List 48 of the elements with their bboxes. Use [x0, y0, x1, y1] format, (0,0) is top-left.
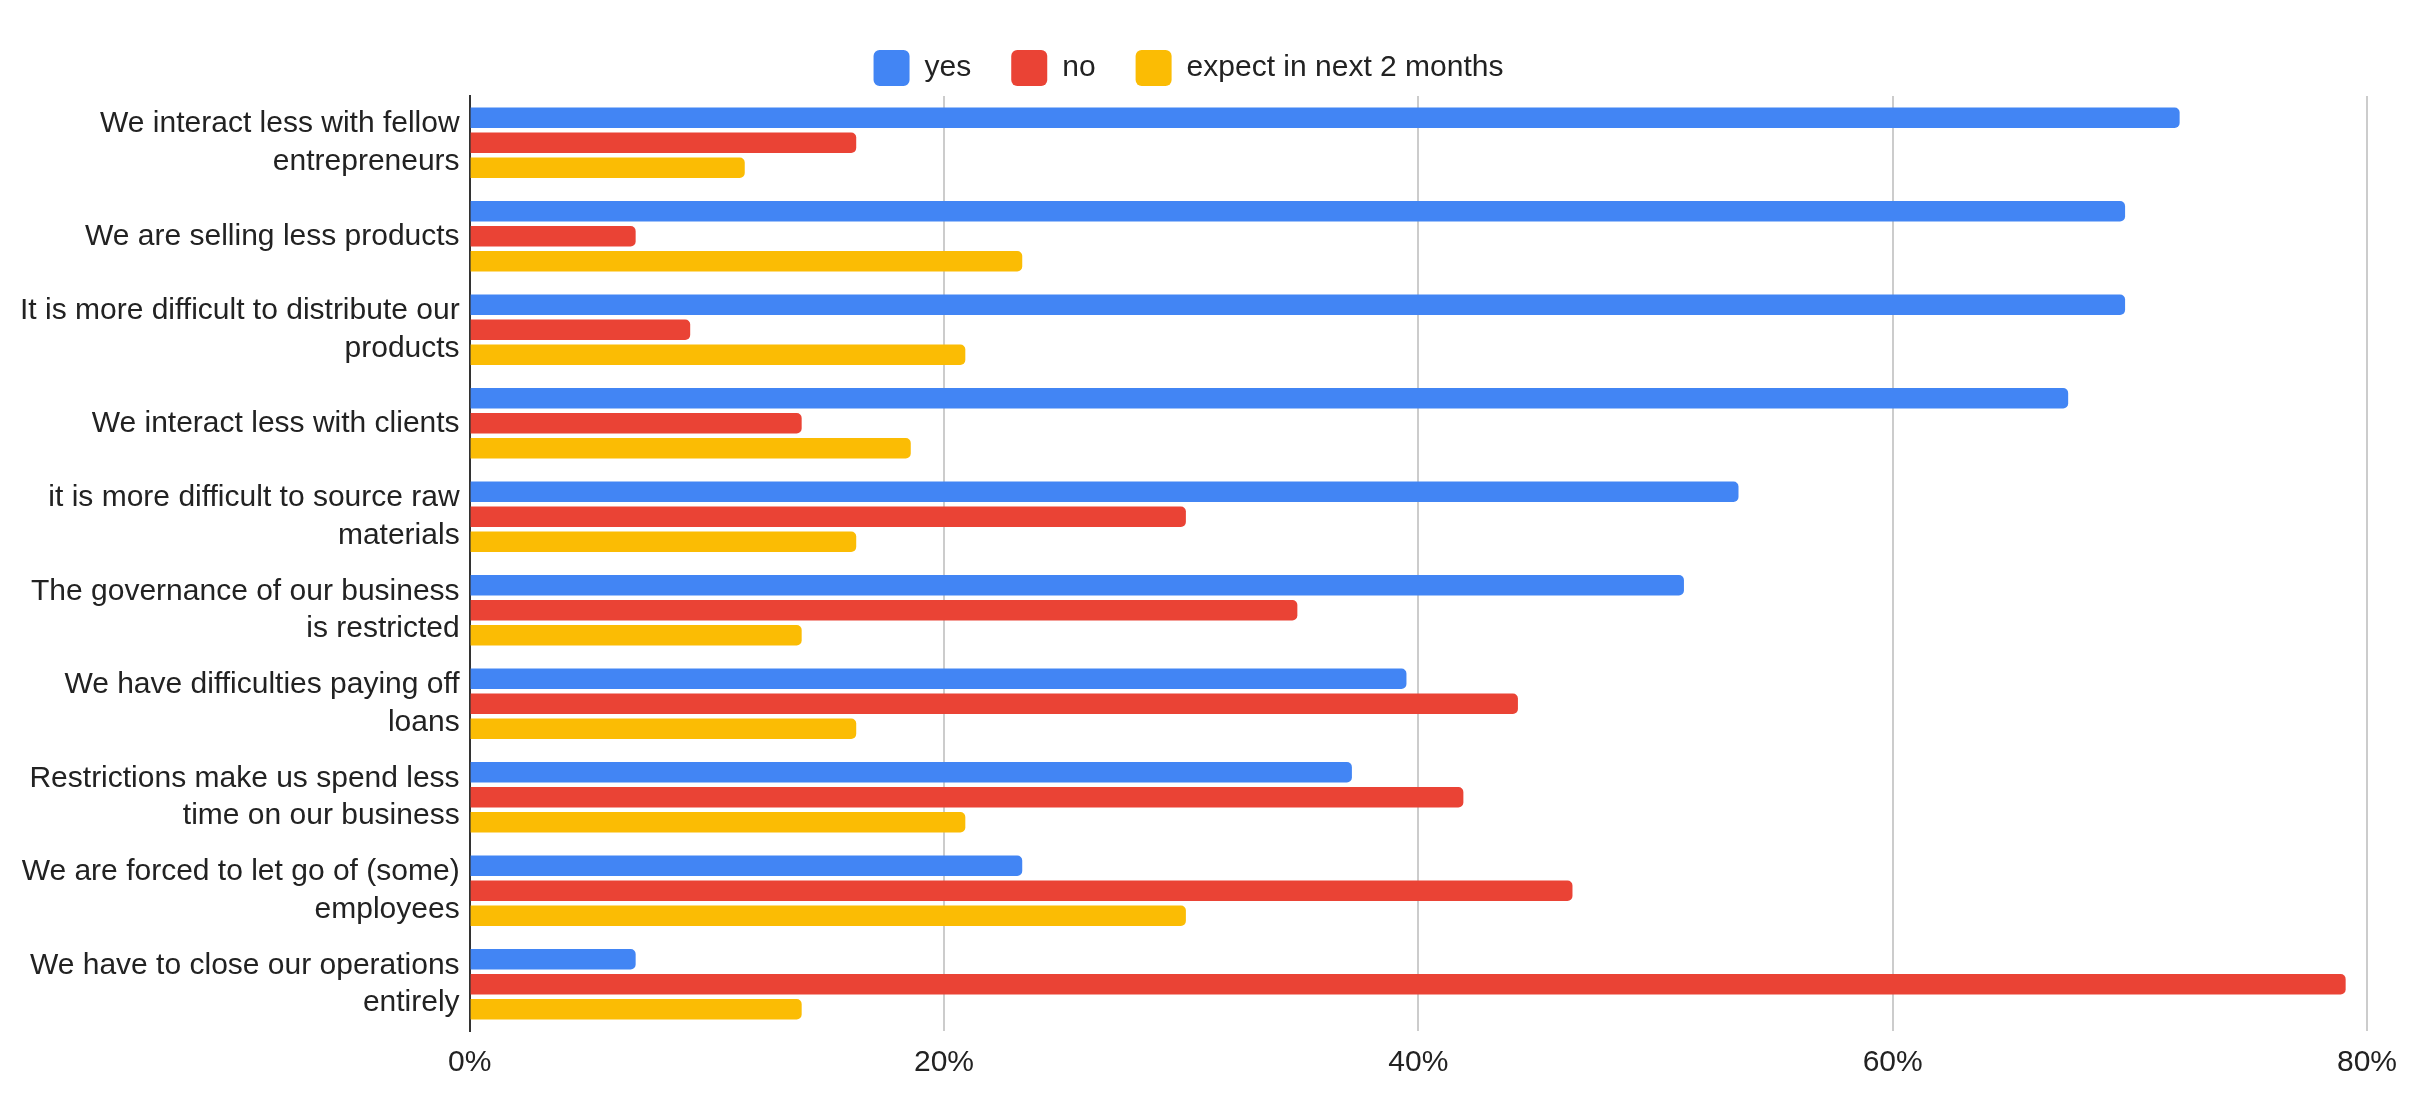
y-tick-label: We are selling less products [85, 217, 460, 251]
bar [470, 201, 2126, 222]
bar [470, 855, 1023, 877]
y-tick-label: it is more difficult to source raw materials [48, 479, 460, 550]
y-tick-label: We interact less with clients [91, 404, 460, 438]
bar [470, 132, 857, 153]
bar [470, 668, 1407, 690]
y-tick-label: We have difficulties paying off loans [64, 666, 461, 737]
bar [470, 718, 857, 739]
bar [470, 388, 2069, 409]
bar [470, 600, 1298, 621]
bar [470, 481, 1739, 503]
bar [470, 531, 857, 552]
legend-label: expect in next 2 months [1186, 49, 1504, 83]
bar [470, 344, 966, 365]
bar [470, 294, 2126, 316]
bar [470, 413, 802, 434]
legend-label: yes [924, 49, 972, 83]
y-tick-label: We are forced to let go of (some) employees [21, 853, 460, 924]
bar [470, 762, 1352, 783]
x-tick-label: 60% [1862, 1044, 1923, 1078]
x-tick-label: 0% [447, 1044, 492, 1078]
bar [470, 226, 636, 247]
bar [470, 319, 691, 340]
bar [470, 575, 1684, 596]
bar [470, 811, 966, 833]
bar [470, 693, 1518, 714]
y-tick-label: It is more difficult to distribute our products [19, 292, 460, 363]
bar [470, 506, 1186, 527]
bar [470, 998, 802, 1020]
y-tick-label: We interact less with fellow entrepreneurs [100, 105, 460, 176]
x-tick-label: 20% [913, 1044, 974, 1078]
bar [470, 905, 1186, 926]
y-tick-label: We have to close our operations entirely [29, 946, 460, 1018]
bar [470, 787, 1464, 808]
bar [470, 624, 802, 646]
x-tick-label: 80% [2336, 1044, 2398, 1078]
bar [470, 949, 636, 970]
y-tick-label: The governance of our business is restricted [31, 572, 460, 644]
legend-label: no [1062, 49, 1096, 83]
bar [470, 880, 1573, 901]
bar [470, 437, 911, 459]
bar [470, 250, 1023, 272]
bar [470, 157, 745, 178]
x-tick-label: 40% [1388, 1044, 1449, 1078]
bar [470, 974, 2346, 995]
y-tick-label: Restrictions make us spend less time on our business [29, 759, 460, 831]
bar [470, 107, 2180, 129]
